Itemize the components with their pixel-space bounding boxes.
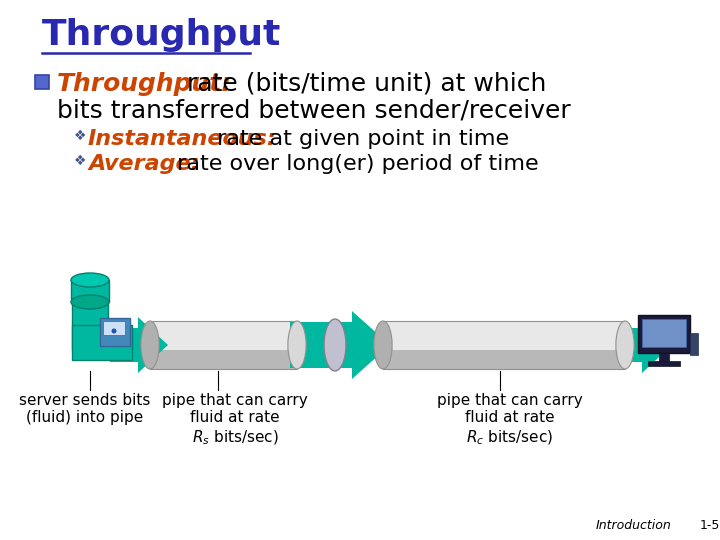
FancyBboxPatch shape — [383, 325, 625, 369]
Text: Throughput: Throughput — [42, 18, 282, 52]
Text: rate at given point in time: rate at given point in time — [210, 129, 509, 149]
Text: Introduction: Introduction — [596, 519, 672, 532]
FancyBboxPatch shape — [110, 328, 138, 362]
Polygon shape — [352, 311, 390, 379]
FancyBboxPatch shape — [71, 280, 109, 302]
Ellipse shape — [71, 295, 109, 309]
Ellipse shape — [288, 321, 306, 369]
FancyBboxPatch shape — [72, 285, 108, 350]
Polygon shape — [642, 317, 672, 373]
Text: ❖: ❖ — [74, 154, 86, 168]
Ellipse shape — [324, 319, 346, 371]
Ellipse shape — [616, 321, 634, 369]
Text: Throughput:: Throughput: — [57, 72, 233, 96]
FancyBboxPatch shape — [290, 322, 352, 368]
FancyBboxPatch shape — [103, 321, 125, 335]
FancyBboxPatch shape — [638, 315, 690, 353]
FancyBboxPatch shape — [690, 333, 698, 355]
FancyBboxPatch shape — [618, 328, 642, 362]
Ellipse shape — [112, 328, 117, 334]
Text: pipe that can carry
fluid at rate
$R_s$ bits/sec): pipe that can carry fluid at rate $R_s$ … — [162, 393, 308, 447]
FancyBboxPatch shape — [642, 319, 686, 347]
Text: ❖: ❖ — [74, 129, 86, 143]
FancyBboxPatch shape — [150, 321, 297, 350]
FancyBboxPatch shape — [383, 321, 625, 350]
Polygon shape — [138, 317, 168, 373]
FancyBboxPatch shape — [150, 325, 297, 369]
Bar — [35, 75, 49, 89]
Text: Average:: Average: — [88, 154, 199, 174]
Text: server sends bits
(fluid) into pipe: server sends bits (fluid) into pipe — [19, 393, 150, 426]
Text: pipe that can carry
fluid at rate
$R_c$ bits/sec): pipe that can carry fluid at rate $R_c$ … — [437, 393, 583, 447]
Text: Instantaneous:: Instantaneous: — [88, 129, 276, 149]
Ellipse shape — [374, 321, 392, 369]
FancyBboxPatch shape — [648, 361, 680, 366]
Text: rate (bits/time unit) at which: rate (bits/time unit) at which — [179, 72, 546, 96]
Text: bits transferred between sender/receiver: bits transferred between sender/receiver — [57, 98, 571, 122]
FancyBboxPatch shape — [659, 353, 669, 361]
Ellipse shape — [141, 321, 159, 369]
FancyBboxPatch shape — [100, 318, 130, 346]
Ellipse shape — [71, 273, 109, 287]
FancyBboxPatch shape — [72, 325, 132, 360]
Text: 1-54: 1-54 — [700, 519, 720, 532]
Text: rate over long(er) period of time: rate over long(er) period of time — [170, 154, 539, 174]
